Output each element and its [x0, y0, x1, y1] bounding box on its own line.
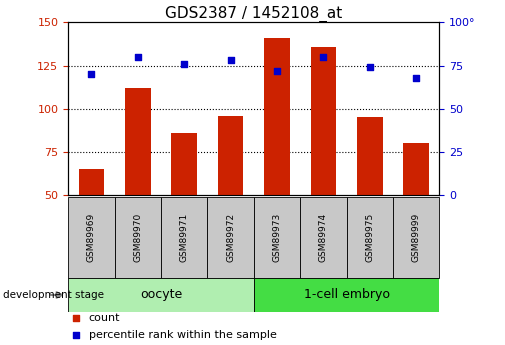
Text: GSM89973: GSM89973 — [273, 213, 281, 262]
Text: count: count — [88, 313, 120, 323]
Bar — [79, 169, 104, 195]
Text: development stage: development stage — [3, 290, 104, 300]
FancyBboxPatch shape — [300, 197, 346, 278]
Point — [87, 71, 95, 77]
Text: GSM89974: GSM89974 — [319, 213, 328, 262]
Bar — [403, 143, 429, 195]
Text: GSM89972: GSM89972 — [226, 213, 235, 262]
FancyBboxPatch shape — [254, 197, 300, 278]
Point — [317, 267, 325, 272]
Bar — [357, 117, 382, 195]
Point — [319, 54, 327, 60]
FancyBboxPatch shape — [208, 197, 254, 278]
Point — [366, 65, 374, 70]
Point — [227, 58, 235, 63]
Point — [317, 111, 325, 117]
FancyBboxPatch shape — [68, 197, 115, 278]
Point — [412, 75, 420, 80]
FancyBboxPatch shape — [393, 197, 439, 278]
Text: oocyte: oocyte — [140, 288, 182, 302]
Point — [134, 54, 142, 60]
Bar — [264, 38, 290, 195]
Text: GSM89999: GSM89999 — [412, 213, 421, 262]
Point — [180, 61, 188, 67]
FancyBboxPatch shape — [254, 278, 439, 312]
FancyBboxPatch shape — [115, 197, 161, 278]
FancyBboxPatch shape — [68, 278, 254, 312]
Text: GSM89970: GSM89970 — [133, 213, 142, 262]
Bar — [218, 116, 243, 195]
Bar — [311, 47, 336, 195]
FancyBboxPatch shape — [346, 197, 393, 278]
Text: percentile rank within the sample: percentile rank within the sample — [88, 331, 276, 340]
Point — [273, 68, 281, 73]
Text: GSM89975: GSM89975 — [365, 213, 374, 262]
FancyBboxPatch shape — [161, 197, 208, 278]
Bar — [125, 88, 150, 195]
Title: GDS2387 / 1452108_at: GDS2387 / 1452108_at — [165, 6, 342, 22]
Text: GSM89969: GSM89969 — [87, 213, 96, 262]
Text: GSM89971: GSM89971 — [180, 213, 189, 262]
Bar — [171, 133, 197, 195]
Text: 1-cell embryo: 1-cell embryo — [304, 288, 389, 302]
